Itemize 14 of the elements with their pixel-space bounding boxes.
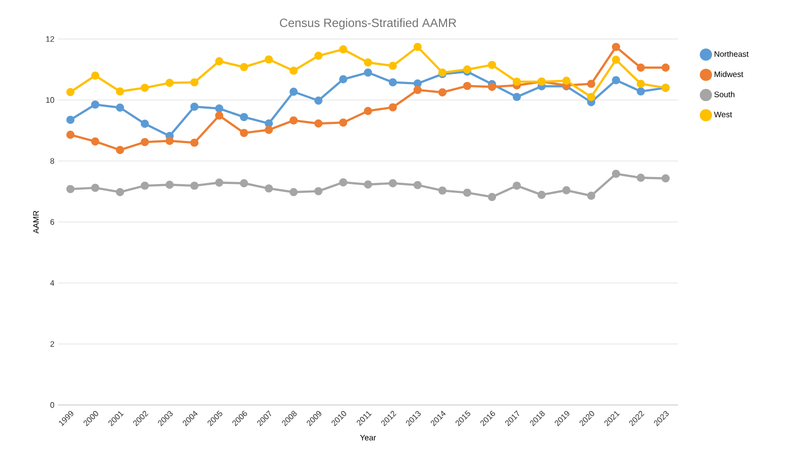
y-tick-label: 8 [50, 158, 54, 164]
y-tick-label: 10 [46, 97, 54, 103]
y-tick-label: 6 [50, 219, 54, 225]
legend-label: Northeast [714, 50, 749, 57]
legend-label: Midwest [714, 71, 744, 78]
legend-label: South [714, 91, 734, 98]
y-axis-title: AAMR [33, 210, 39, 234]
y-tick-label: 0 [50, 402, 54, 408]
chart-title: Census Regions-Stratified AAMR [280, 18, 456, 30]
x-axis-title: Year [360, 434, 376, 440]
y-tick-label: 2 [50, 341, 54, 347]
y-tick-label: 4 [50, 280, 54, 286]
y-tick-label: 12 [46, 36, 54, 42]
legend-label: West [714, 112, 732, 118]
